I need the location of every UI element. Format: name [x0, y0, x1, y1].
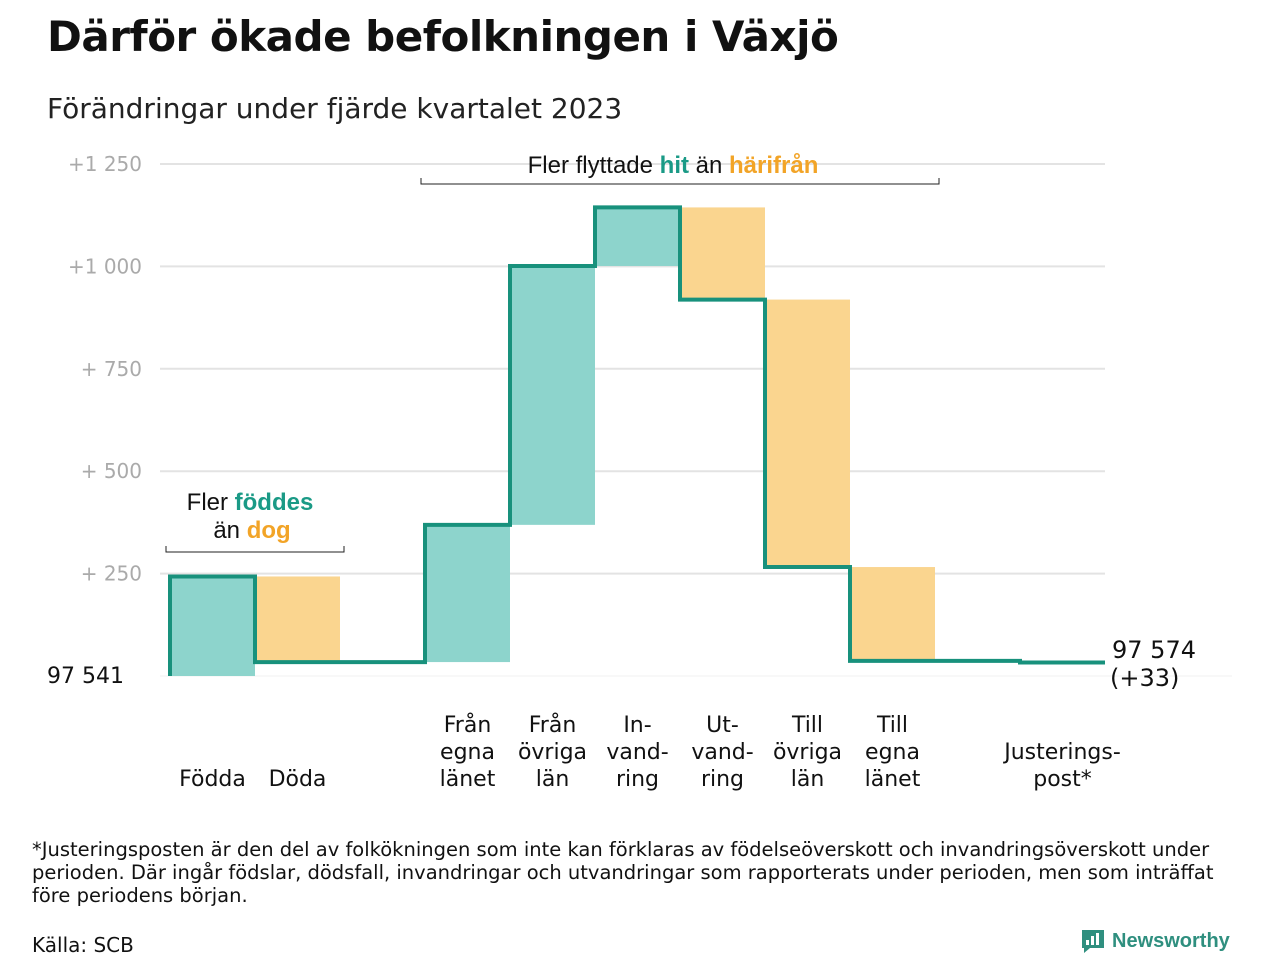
bar-decrease — [255, 576, 340, 663]
baseline-label: 97 541 — [47, 664, 124, 689]
bar-decrease — [765, 299, 850, 568]
category-label: post* — [1033, 767, 1092, 792]
annotation-births-line2: än dog — [213, 517, 290, 544]
footnote: *Justeringsposten är den del av folkökni… — [32, 838, 1214, 907]
brand-name: Newsworthy — [1112, 929, 1230, 952]
category-label: egna — [865, 740, 920, 765]
category-label: Födda — [179, 767, 246, 792]
annotation-bracket — [165, 546, 345, 553]
category-label: övriga — [518, 740, 587, 765]
bar-decrease — [850, 567, 935, 661]
cumulative-line — [168, 205, 1105, 676]
bar-increase — [510, 265, 595, 525]
y-tick-label: + 250 — [81, 562, 142, 586]
end-change-label: (+33) — [1110, 664, 1179, 692]
category-label: In- — [623, 713, 651, 738]
bar-increase — [170, 576, 255, 676]
waterfall-chart: +1 250 +1 000 + 750 + 500 + 250 97 541 Födda Dö… — [47, 152, 1232, 792]
category-label: Döda — [269, 767, 327, 792]
annotation-highlight: hit — [660, 152, 689, 179]
annotation-text: Fler — [187, 489, 235, 516]
annotation-text: Fler flyttade — [528, 152, 660, 179]
category-label: vand- — [606, 740, 668, 765]
category-label: övriga — [773, 740, 842, 765]
category-label: ring — [616, 767, 659, 792]
bar-increase — [425, 524, 510, 663]
category-label: Till — [791, 713, 823, 738]
annotation-text: än — [689, 152, 729, 179]
category-label: län — [791, 767, 825, 792]
annotation-highlight: härifrån — [729, 152, 818, 179]
annotation-highlight-orange: dog — [247, 517, 291, 544]
source-label: Källa: SCB — [32, 933, 134, 957]
category-label: Från — [529, 712, 577, 738]
category-label: Justerings- — [1002, 740, 1121, 765]
category-label: län — [536, 767, 570, 792]
chart-subtitle: Förändringar under fjärde kvartalet 2023 — [47, 92, 623, 125]
brand: Newsworthy — [1080, 928, 1230, 954]
y-tick-label: + 500 — [81, 459, 142, 483]
chart-title: Därför ökade befolkningen i Växjö — [47, 12, 839, 61]
newsworthy-logo-icon — [1082, 930, 1104, 953]
annotation-bracket — [420, 178, 940, 185]
category-label: Ut- — [706, 713, 739, 738]
annotation-migration: Fler flyttade hit än härifrån — [528, 152, 819, 179]
category-label: länet — [440, 767, 496, 792]
y-tick-label: +1 250 — [68, 152, 142, 176]
end-value-label: 97 574 — [1112, 636, 1196, 664]
category-label: egna — [440, 740, 495, 765]
category-label: vand- — [691, 740, 753, 765]
category-label: länet — [865, 767, 921, 792]
category-label: Från — [444, 712, 492, 738]
bar-decrease — [680, 207, 765, 300]
y-tick-label: +1 000 — [68, 254, 142, 278]
annotation-text: än — [213, 517, 246, 544]
annotation-births-line1: Fler föddes — [187, 489, 314, 516]
annotation-highlight-green: föddes — [235, 489, 314, 516]
category-label: ring — [701, 767, 744, 792]
category-label: Till — [876, 713, 908, 738]
y-tick-label: + 750 — [81, 357, 142, 381]
bar-increase — [595, 207, 680, 266]
